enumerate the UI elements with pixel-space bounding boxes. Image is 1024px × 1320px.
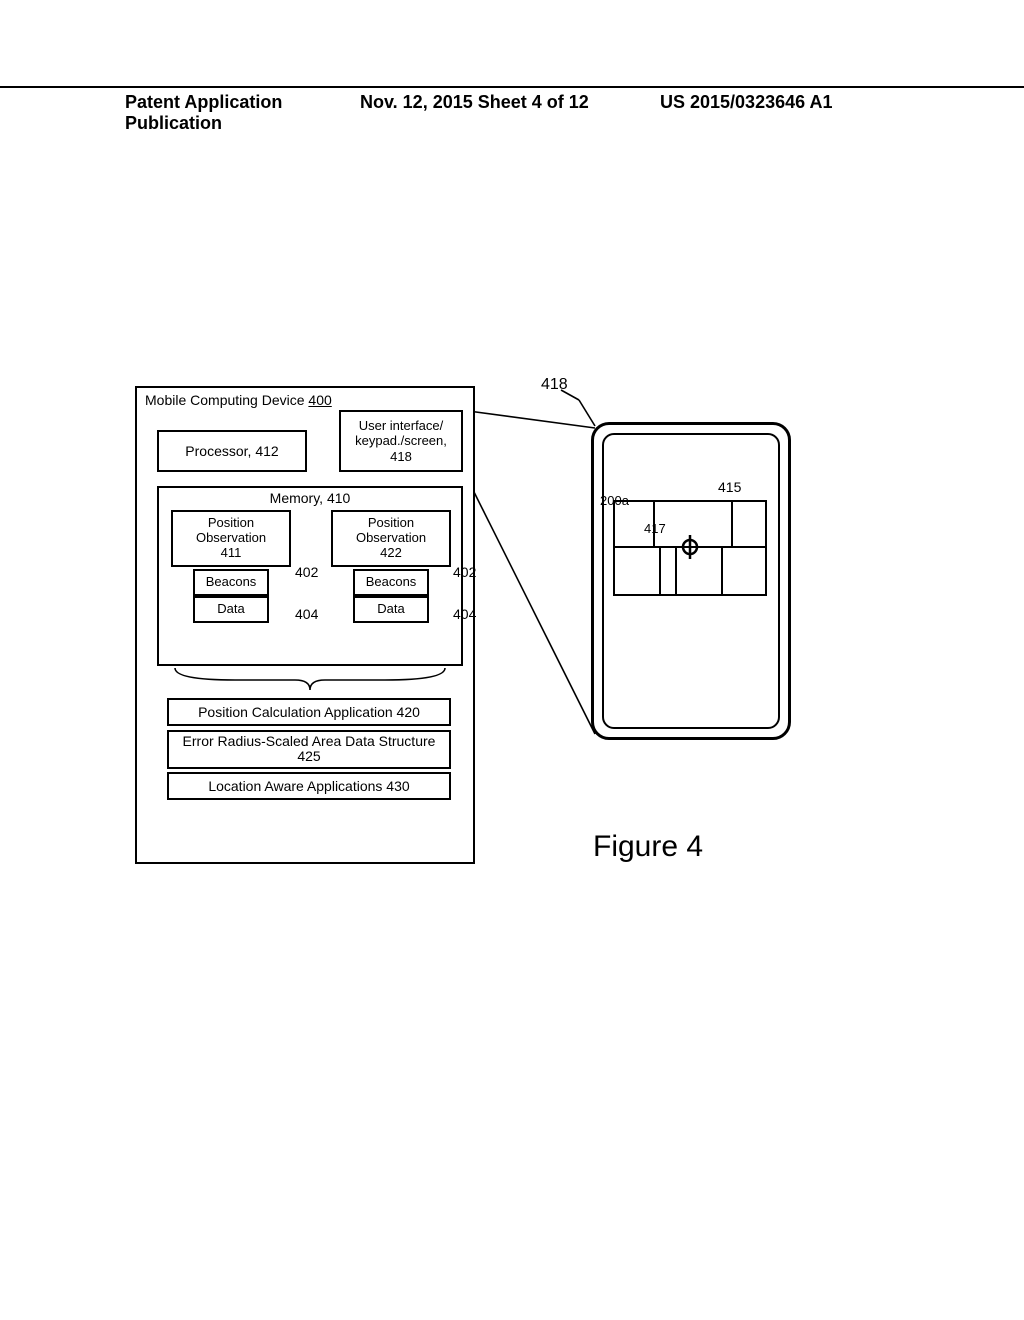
app-location-aware: Location Aware Applications 430 [167, 772, 451, 800]
processor-box: Processor, 412 [157, 430, 307, 472]
label-415: 415 [718, 479, 741, 495]
ref-402-left: 402 [295, 564, 318, 580]
obs-right-beacons: Beacons [353, 569, 429, 596]
figure-caption: Figure 4 [593, 830, 703, 864]
header-center: Nov. 12, 2015 Sheet 4 of 12 [360, 92, 660, 134]
ref-402-right: 402 [453, 564, 476, 580]
header-right: US 2015/0323646 A1 [660, 92, 900, 134]
obs-left-data: Data [193, 596, 269, 623]
observation-left: Position Observation 411 Beacons Data [171, 510, 291, 623]
brace-icon [165, 666, 455, 698]
ui-box: User interface/ keypad./screen, 418 [339, 410, 463, 472]
label-417: 417 [644, 521, 666, 536]
ui-box-text: User interface/ keypad./screen, 418 [355, 418, 447, 465]
page-header: Patent Application Publication Nov. 12, … [0, 86, 1024, 134]
label-418: 418 [541, 376, 568, 394]
obs-left-title-text: Position Observation 411 [196, 515, 266, 560]
device-title-text: Mobile Computing Device [145, 392, 308, 408]
floorplan-icon [604, 447, 774, 647]
obs-right-title: Position Observation 422 [331, 510, 451, 567]
ref-404-right: 404 [453, 606, 476, 622]
obs-left-title: Position Observation 411 [171, 510, 291, 567]
label-200a: 200a [600, 493, 629, 508]
obs-right-data: Data [353, 596, 429, 623]
obs-right-title-text: Position Observation 422 [356, 515, 426, 560]
page: Patent Application Publication Nov. 12, … [0, 0, 1024, 1320]
header-left: Patent Application Publication [0, 92, 360, 134]
device-title: Mobile Computing Device 400 [145, 392, 332, 408]
observation-right: Position Observation 422 Beacons Data [331, 510, 451, 623]
app-error-radius: Error Radius-Scaled Area Data Structure … [167, 730, 451, 769]
phone-device: 200a 415 417 [591, 422, 791, 740]
figure-area: Mobile Computing Device 400 Processor, 4… [135, 380, 905, 900]
device-box: Mobile Computing Device 400 Processor, 4… [135, 386, 475, 864]
phone-screen-bezel: 200a 415 417 [602, 433, 780, 729]
app-error-radius-text: Error Radius-Scaled Area Data Structure … [183, 733, 436, 764]
ref-404-left: 404 [295, 606, 318, 622]
device-title-num: 400 [308, 392, 331, 408]
memory-title: Memory, 410 [159, 488, 461, 506]
obs-left-beacons: Beacons [193, 569, 269, 596]
app-calc: Position Calculation Application 420 [167, 698, 451, 726]
